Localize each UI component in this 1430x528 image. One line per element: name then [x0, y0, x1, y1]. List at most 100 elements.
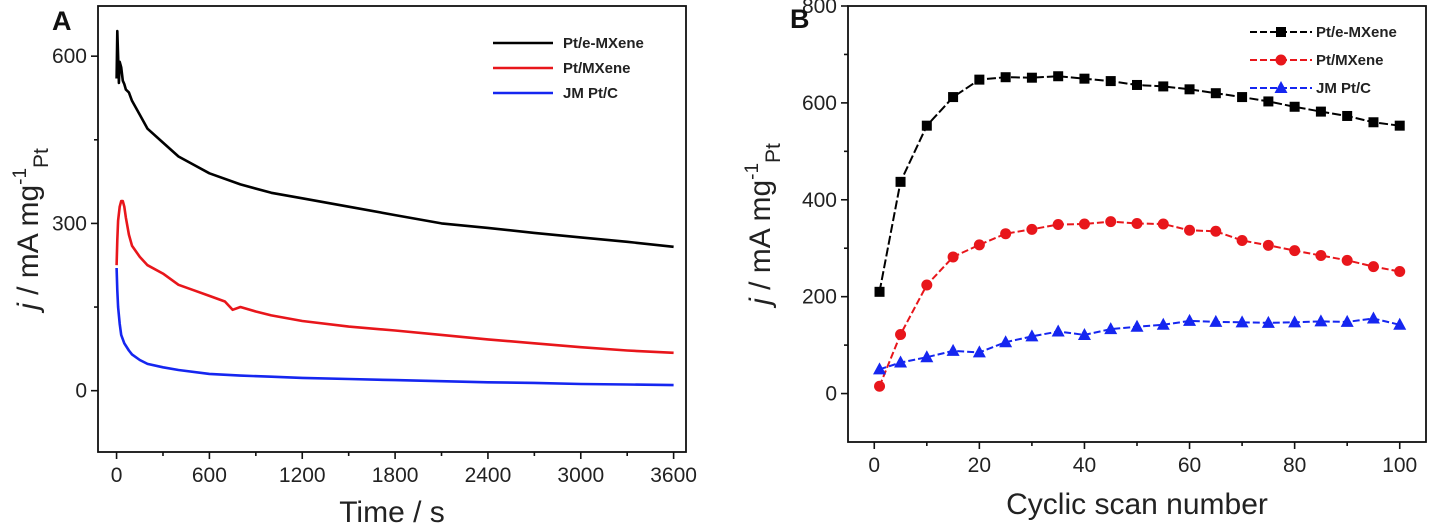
data-point [873, 362, 887, 375]
data-point [1394, 120, 1405, 131]
data-point [1367, 261, 1379, 273]
data-point [1209, 314, 1223, 327]
y-tick-label: 200 [802, 286, 837, 309]
data-point [1183, 313, 1197, 326]
legend-label: Pt/MXene [1316, 52, 1384, 69]
x-tick-label: 100 [1382, 454, 1417, 477]
data-point [1000, 228, 1012, 240]
data-point [1366, 311, 1380, 324]
data-point [1314, 314, 1328, 327]
data-point [1157, 218, 1169, 230]
data-point [921, 120, 932, 131]
data-point [1289, 245, 1301, 257]
data-point [1261, 315, 1275, 328]
y-axis-title: j / mA mg-1Pt [10, 148, 53, 314]
x-tick-label: 3000 [557, 464, 604, 487]
legend-marker [1274, 81, 1288, 93]
data-point [1105, 216, 1117, 228]
legend-item: Pt/MXene [493, 60, 631, 77]
legend-marker [1276, 27, 1286, 37]
data-point [999, 335, 1013, 348]
series-jm-pt-c [873, 311, 1407, 375]
data-point [1368, 117, 1379, 128]
data-point [1131, 218, 1143, 230]
data-point [1210, 88, 1221, 99]
legend-item: JM Pt/C [493, 85, 618, 102]
data-point [1262, 239, 1274, 251]
x-tick-label: 40 [1073, 454, 1096, 477]
data-point [1288, 315, 1302, 328]
panel-label: A [52, 6, 72, 36]
y-axis-title-sup: -1 [742, 163, 763, 180]
data-point [1263, 96, 1274, 107]
x-tick-label: 1800 [372, 464, 419, 487]
data-point [1342, 110, 1353, 121]
legend-label: Pt/MXene [563, 60, 631, 77]
data-point [1130, 319, 1144, 332]
legend-item: Pt/e-MXene [493, 35, 644, 52]
data-point [894, 355, 908, 368]
data-point [1210, 225, 1222, 237]
data-point [1184, 84, 1195, 95]
panel-label: B [790, 4, 810, 34]
x-axis-title: Time / s [339, 496, 445, 528]
data-point [1000, 72, 1011, 83]
y-axis-title-sup: -1 [10, 168, 31, 185]
data-point [874, 380, 886, 392]
y-axis-title-sub: Pt [30, 148, 53, 168]
data-point [974, 74, 985, 85]
y-tick-label: 0 [825, 383, 837, 406]
data-point [1077, 327, 1091, 340]
plot-frame [97, 5, 687, 453]
data-point [947, 251, 959, 263]
data-point [1289, 101, 1300, 112]
data-point [895, 176, 906, 187]
y-axis-title-sub: Pt [762, 143, 785, 163]
x-tick-label: 2400 [465, 464, 512, 487]
legend-label: Pt/e-MXene [1316, 24, 1397, 41]
y-tick-label: 300 [52, 212, 87, 235]
data-point [1026, 72, 1037, 83]
x-tick-label: 60 [1178, 454, 1201, 477]
x-axis-title: Cyclic scan number [1006, 488, 1268, 521]
series-pt-mxene [115, 199, 674, 355]
y-tick-label: 600 [802, 92, 837, 115]
data-point [1053, 71, 1064, 82]
chart-panel-a: 0 600 1200 1800 2400 3000 3600 0 300 600 A Time / s… [10, 5, 697, 528]
data-point [1158, 81, 1169, 92]
data-point [921, 279, 933, 291]
data-point [1235, 315, 1249, 328]
data-point [920, 350, 934, 363]
data-point [972, 345, 986, 358]
data-point [946, 343, 960, 356]
data-point [1393, 317, 1407, 330]
data-point [1051, 324, 1065, 337]
data-point [1237, 92, 1248, 103]
y-axis-title-unit: / mA mg [12, 185, 45, 303]
data-point [1341, 254, 1353, 266]
series-pt-mxene [874, 216, 1406, 392]
y-tick-label: 400 [802, 189, 837, 212]
data-point [895, 328, 907, 340]
x-tick-label: 1200 [279, 464, 326, 487]
series-jm-pt-c [115, 267, 674, 387]
y-tick-label: 800 [802, 0, 837, 18]
legend: Pt/e-MXene Pt/MXene JM Pt/C [493, 35, 644, 102]
data-point [1026, 223, 1038, 235]
series-pt-e-mxene [874, 71, 1405, 297]
data-point [1315, 249, 1327, 261]
x-tick-label: 20 [968, 454, 991, 477]
data-point [973, 239, 985, 251]
legend-label: Pt/e-MXene [563, 35, 644, 52]
legend-item: Pt/e-MXene [1250, 24, 1397, 41]
x-tick-label: 3600 [650, 464, 697, 487]
data-point [1184, 224, 1196, 236]
legend-label: JM Pt/C [1316, 80, 1371, 97]
series-line [115, 29, 674, 249]
x-tick-label: 0 [111, 464, 123, 487]
data-point [874, 286, 885, 297]
data-point [1315, 106, 1326, 117]
y-axis-title: j / mA mg-1Pt [742, 143, 785, 309]
data-point [1105, 76, 1116, 87]
